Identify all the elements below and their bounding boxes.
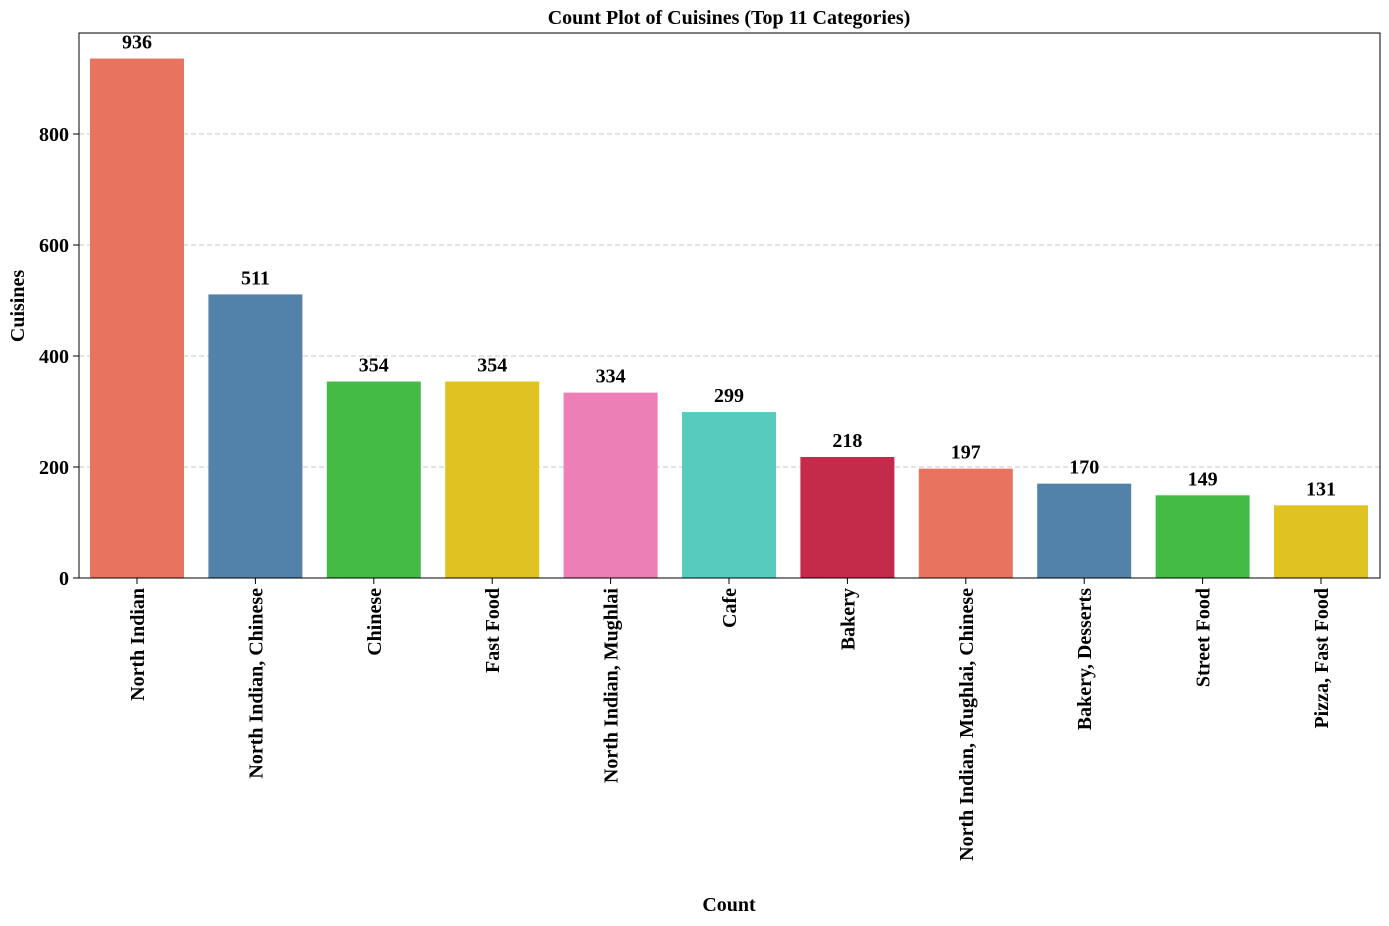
x-tick-label: Street Food xyxy=(1193,588,1215,687)
x-tick-label: North Indian, Chinese xyxy=(245,588,267,779)
x-tick-label: North Indian, Mughlai xyxy=(601,588,623,783)
x-tick-label: North Indian, Mughlai, Chinese xyxy=(956,588,978,861)
bars xyxy=(90,58,1368,578)
x-tick-label: Chinese xyxy=(364,588,386,656)
x-tick-label: Pizza, Fast Food xyxy=(1311,588,1333,729)
x-tick-label: Fast Food xyxy=(482,588,504,673)
x-tick-label: Bakery, Desserts xyxy=(1074,588,1096,730)
y-tick-label: 600 xyxy=(39,235,69,257)
bar xyxy=(800,457,895,578)
data-label: 299 xyxy=(714,385,744,407)
bar xyxy=(1155,495,1250,578)
bar xyxy=(682,412,776,578)
x-axis-ticks: North Indian North Indian, Chinese Chinese… xyxy=(127,578,1333,861)
data-label: 149 xyxy=(1188,468,1218,490)
data-label: 131 xyxy=(1306,478,1336,500)
bar xyxy=(445,381,540,578)
bar xyxy=(90,58,184,578)
y-tick-label: 200 xyxy=(39,457,69,479)
data-label: 218 xyxy=(832,430,862,452)
bar xyxy=(1274,505,1368,578)
data-label: 197 xyxy=(951,442,981,464)
x-tick-label: Cafe xyxy=(719,588,741,628)
x-axis-label: Count xyxy=(702,894,756,916)
data-label: 170 xyxy=(1069,457,1099,479)
data-label: 354 xyxy=(477,355,507,377)
x-tick-label: Bakery xyxy=(837,588,859,650)
bar xyxy=(1037,483,1132,578)
data-label: 936 xyxy=(122,32,152,54)
y-tick-label: 400 xyxy=(39,346,69,368)
y-tick-label: 800 xyxy=(39,124,69,146)
y-axis-ticks: 0 200 400 600 800 xyxy=(39,124,79,590)
bar xyxy=(326,381,421,578)
bar xyxy=(918,468,1013,578)
data-label: 354 xyxy=(359,355,389,377)
data-label: 511 xyxy=(241,267,270,289)
chart-title: Count Plot of Cuisines (Top 11 Categorie… xyxy=(548,7,911,29)
bar xyxy=(563,392,658,578)
y-axis-label: Cuisines xyxy=(7,270,29,342)
x-tick-label: North Indian xyxy=(127,588,149,701)
data-labels: 936 511 354 354 334 299 218 197 170 149 131 xyxy=(122,32,1336,501)
y-tick-label: 0 xyxy=(59,568,69,590)
data-label: 334 xyxy=(596,366,626,388)
bar xyxy=(208,294,303,578)
